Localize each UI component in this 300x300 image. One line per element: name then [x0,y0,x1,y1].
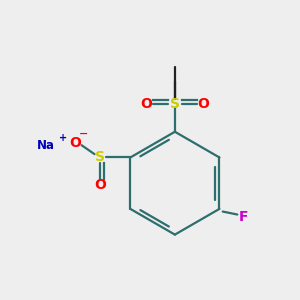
Text: S: S [95,151,106,164]
Text: O: O [70,136,82,149]
Text: F: F [238,210,248,224]
Text: O: O [197,97,209,110]
Text: O: O [141,97,153,110]
Text: O: O [94,178,106,192]
Text: S: S [170,97,180,110]
Text: +: + [59,133,67,143]
Text: −: − [79,129,88,139]
Text: Na: Na [37,139,55,152]
